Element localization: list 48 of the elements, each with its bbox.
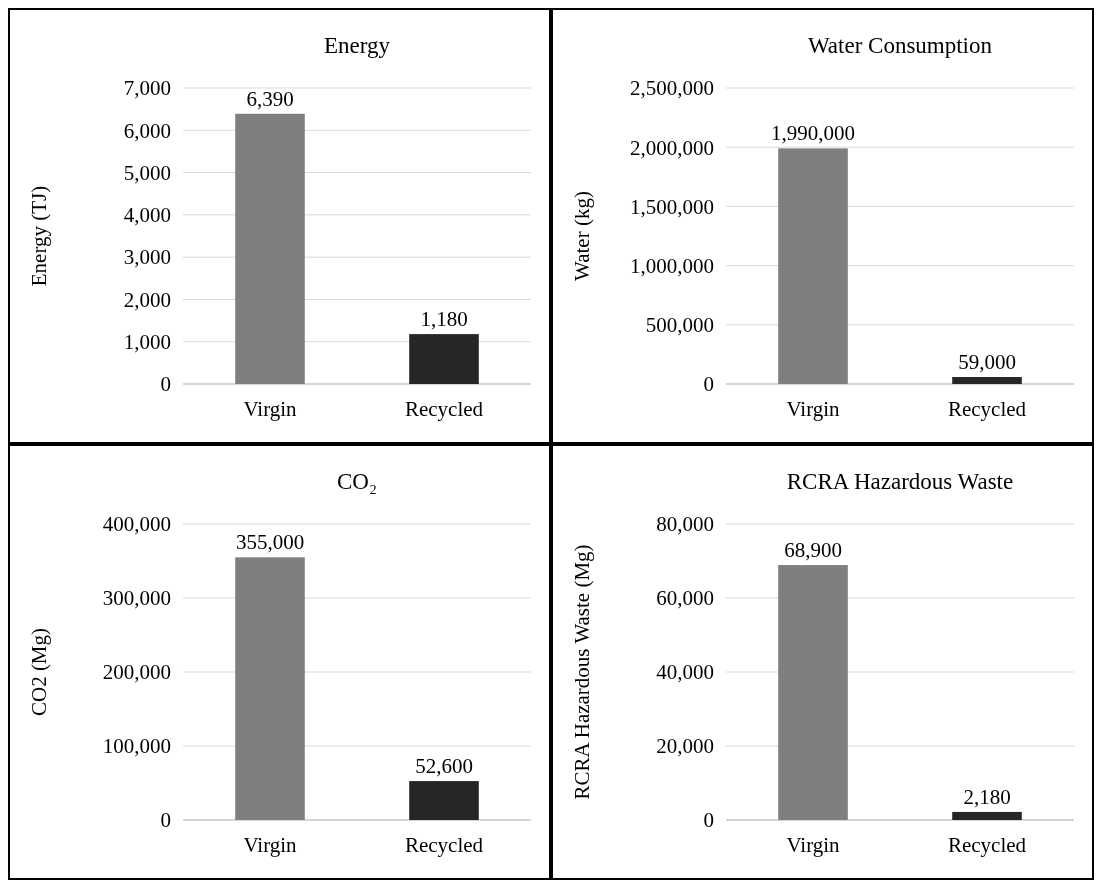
y-tick-label: 3,000 — [123, 245, 171, 270]
y-tick-label: 6,000 — [123, 118, 171, 143]
y-axis-title: Water (kg) — [570, 191, 594, 281]
data-label: 355,000 — [235, 530, 305, 555]
y-tick-label: 0 — [160, 808, 171, 833]
y-tick-label: 500,000 — [645, 313, 714, 338]
x-tick-label: Recycled — [404, 397, 484, 421]
y-tick-label: 300,000 — [102, 586, 171, 611]
y-tick-label: 40,000 — [656, 660, 714, 685]
y-axis-title: CO2 (Mg) — [27, 627, 51, 717]
x-tick-label: Recycled — [404, 833, 484, 857]
chart-title: Energy — [323, 33, 391, 58]
y-tick-label: 2,000 — [123, 287, 171, 312]
y-tick-label: 7,000 — [123, 76, 171, 101]
y-tick-label: 0 — [703, 808, 714, 833]
x-tick-label: Virgin — [243, 833, 298, 857]
y-axis-title: RCRA Hazardous Waste (Mg) — [570, 544, 594, 800]
data-label: 6,390 — [246, 86, 294, 111]
y-tick-label: 2,500,000 — [630, 76, 714, 101]
y-tick-label: 1,000 — [123, 330, 171, 355]
y-tick-label: 100,000 — [102, 734, 171, 759]
x-tick-label: Recycled — [947, 833, 1027, 857]
y-tick-label: 80,000 — [656, 512, 714, 537]
data-label: 2,180 — [963, 784, 1011, 809]
y-tick-label: 0 — [703, 372, 714, 397]
y-tick-label: 200,000 — [102, 660, 171, 685]
y-tick-label: 1,500,000 — [630, 194, 714, 219]
data-label: 1,180 — [420, 307, 468, 332]
y-tick-label: 0 — [160, 372, 171, 397]
x-tick-label: Recycled — [947, 397, 1027, 421]
y-tick-label: 5,000 — [123, 160, 171, 185]
data-label: 52,600 — [415, 754, 473, 779]
x-tick-label: Virgin — [786, 397, 841, 421]
y-tick-label: 4,000 — [123, 203, 171, 228]
chart-title: Water Consumption — [807, 33, 993, 58]
y-axis-title: Energy (TJ) — [27, 185, 51, 287]
y-tick-label: 60,000 — [656, 586, 714, 611]
x-tick-label: Virgin — [243, 397, 298, 421]
chart-title: CO₂ — [337, 469, 377, 494]
x-tick-label: Virgin — [786, 833, 841, 857]
data-label: 1,990,000 — [771, 121, 855, 146]
y-tick-label: 1,000,000 — [630, 253, 714, 278]
data-label: 68,900 — [784, 538, 842, 563]
data-label: 59,000 — [958, 350, 1016, 375]
chart-title: RCRA Hazardous Waste — [786, 469, 1014, 494]
y-tick-label: 2,000,000 — [630, 135, 714, 160]
y-tick-label: 400,000 — [102, 512, 171, 537]
y-tick-label: 20,000 — [656, 734, 714, 759]
